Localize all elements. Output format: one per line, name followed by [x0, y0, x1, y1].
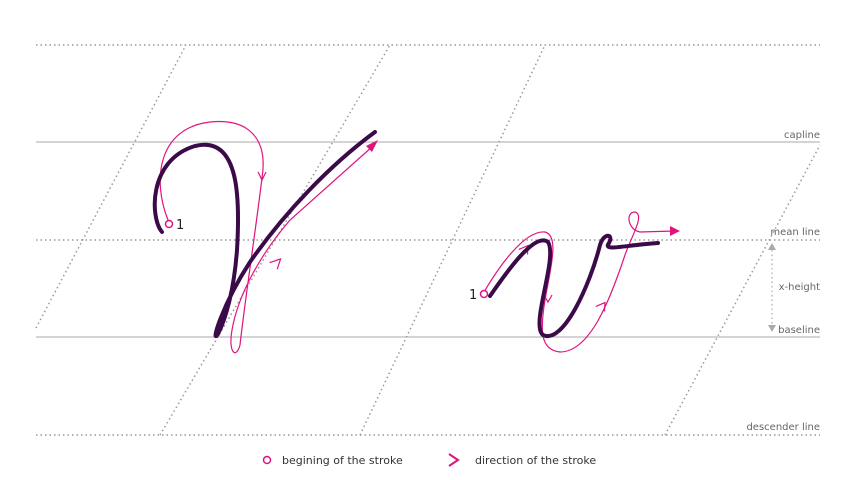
legend-start-icon	[262, 455, 272, 465]
legend: begining of the stroke direction of the …	[262, 453, 596, 467]
small-v: 1	[469, 211, 680, 353]
baseline-label: baseline	[778, 325, 820, 336]
descender-line-label: descender line	[746, 422, 820, 433]
capline-label: capline	[784, 130, 820, 141]
mean-line-label: mean line	[770, 227, 820, 238]
slant-line	[159, 44, 391, 436]
ruling	[35, 44, 821, 436]
slant-line	[35, 44, 187, 329]
start-number: 1	[469, 288, 477, 303]
legend-direction: direction of the stroke	[475, 454, 596, 467]
x-height-label: x-height	[779, 282, 820, 293]
legend-start: begining of the stroke	[282, 454, 403, 467]
legend-direction-icon	[448, 453, 460, 467]
x-height-arrow	[768, 243, 776, 332]
capital-v: 1	[152, 120, 378, 354]
slant-line	[664, 144, 821, 436]
start-number: 1	[176, 218, 184, 233]
